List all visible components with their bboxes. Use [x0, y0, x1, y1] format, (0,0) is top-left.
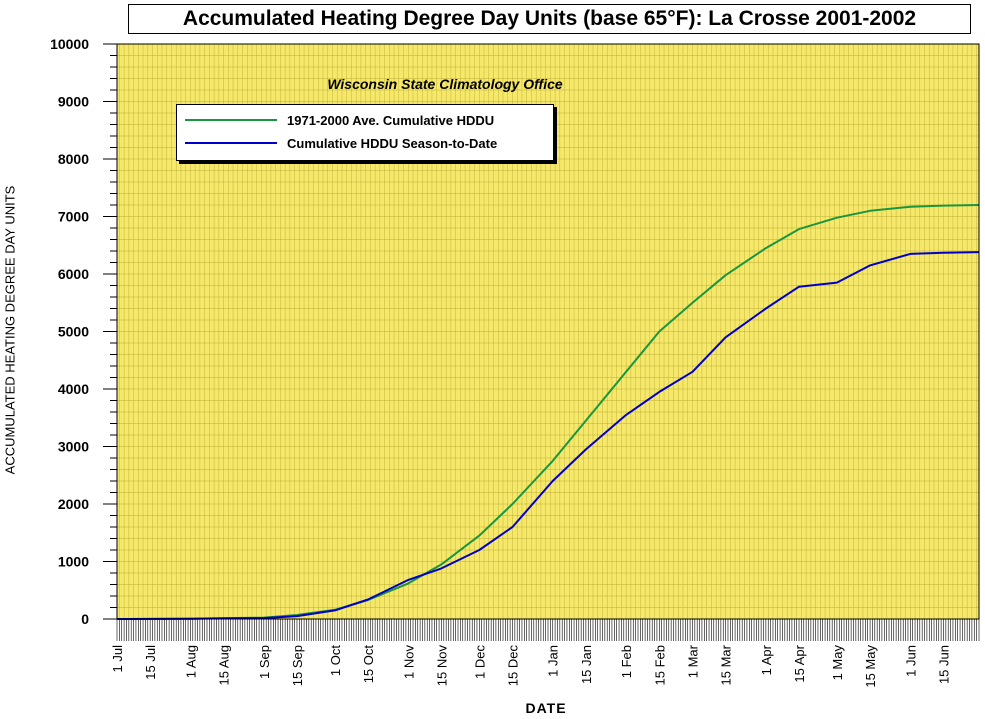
legend-swatch-season — [185, 142, 277, 144]
x-tick-label: 15 Jun — [936, 645, 951, 684]
x-tick-label: 1 Sep — [257, 645, 272, 679]
x-axis-label: DATE — [525, 700, 567, 716]
legend-label-season: Cumulative HDDU Season-to-Date — [287, 135, 498, 151]
x-tick-label: 1 Jun — [903, 645, 918, 677]
x-tick-label: 1 Nov — [401, 645, 416, 679]
chart-title: Accumulated Heating Degree Day Units (ba… — [128, 4, 971, 34]
x-tick-label: 1 May — [830, 645, 845, 681]
grid-lines — [117, 43, 979, 620]
x-tick-label: 15 Mar — [719, 644, 734, 685]
plot-border — [116, 43, 980, 620]
x-tick-label: 1 Jan — [546, 645, 561, 677]
x-tick-label: 1 Mar — [685, 644, 700, 678]
x-tick-label: 1 Oct — [328, 645, 343, 676]
x-tick-label: 1 Feb — [619, 645, 634, 678]
y-tick-label: 5000 — [58, 324, 89, 340]
y-tick-label: 3000 — [58, 439, 89, 455]
x-tick-label: 15 Dec — [505, 645, 520, 687]
y-tick-label: 4000 — [58, 381, 89, 397]
y-tick-label: 8000 — [58, 151, 89, 167]
legend-swatch-average — [185, 119, 277, 121]
y-tick-label: 7000 — [58, 209, 89, 225]
x-tick-label: 15 Nov — [434, 645, 449, 687]
legend-item-season: Cumulative HDDU Season-to-Date — [185, 134, 497, 152]
x-tick-label: 15 Sep — [290, 645, 305, 686]
x-tick-label: 15 Apr — [792, 644, 807, 682]
legend-item-average: 1971-2000 Ave. Cumulative HDDU — [185, 111, 494, 129]
series-lines — [116, 204, 980, 620]
x-tick-label: 15 Aug — [217, 645, 232, 686]
x-tick-label: 15 Oct — [361, 645, 376, 684]
y-tick-label: 6000 — [58, 266, 89, 282]
legend: 1971-2000 Ave. Cumulative HDDU Cumulativ… — [176, 104, 554, 161]
y-axis-label: ACCUMULATED HEATING DEGREE DAY UNITS — [2, 185, 18, 475]
y-tick-label: 0 — [81, 611, 89, 627]
x-tick-label: 15 May — [863, 645, 878, 688]
y-tick-label: 9000 — [58, 94, 89, 110]
legend-label-average: 1971-2000 Ave. Cumulative HDDU — [287, 112, 495, 128]
x-tick-label: 15 Feb — [652, 645, 667, 685]
chart-subtitle: Wisconsin State Climatology Office — [327, 76, 563, 92]
x-tick-label: 15 Jul — [143, 645, 158, 680]
x-tick-label: 1 Dec — [472, 645, 487, 679]
x-tick-label: 1 Apr — [759, 644, 774, 675]
x-tick-label: 1 Jul — [110, 645, 125, 673]
x-tick-label: 15 Jan — [579, 645, 594, 684]
x-tick-label: 1 Aug — [183, 645, 198, 678]
y-tick-label: 10000 — [50, 36, 89, 52]
y-tick-label: 2000 — [58, 496, 89, 512]
y-tick-label: 1000 — [58, 554, 89, 570]
series-line-season-to-date — [116, 251, 980, 620]
x-axis: 1 Jul 15 Jul 1 Aug 15 Aug 1 Sep 15 Sep 1 Oct 15… — [110, 619, 980, 688]
y-axis: 0 1000 2000 3000 4000 5000 6000 7000 8000 9000 100… — [50, 36, 117, 627]
